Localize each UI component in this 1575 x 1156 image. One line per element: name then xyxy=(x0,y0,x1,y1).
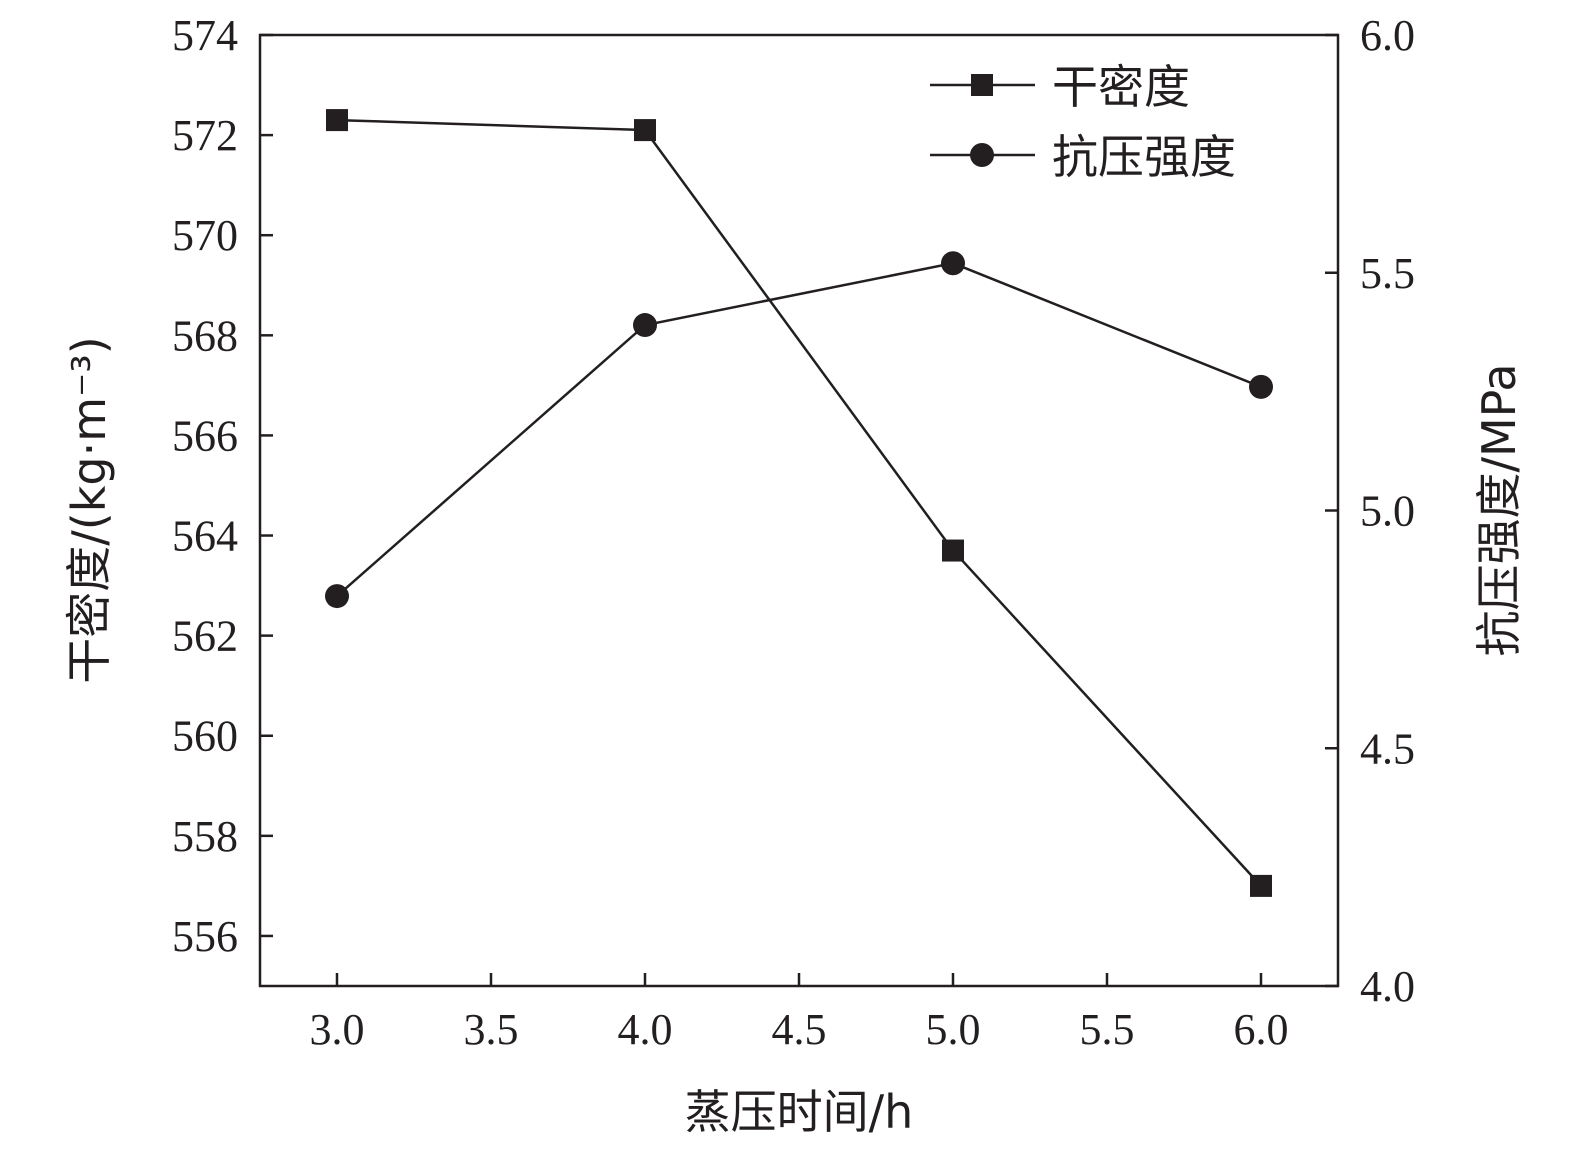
x-tick-label: 3.5 xyxy=(464,1005,519,1054)
y-left-tick-label: 564 xyxy=(172,512,238,561)
data-point-circle xyxy=(633,313,657,338)
y-left-tick-label: 562 xyxy=(172,612,238,661)
x-tick-label: 5.5 xyxy=(1080,1005,1135,1054)
y-right-tick-label: 4.0 xyxy=(1360,962,1415,1011)
x-tick-label: 5.0 xyxy=(926,1005,981,1054)
data-point-circle xyxy=(941,251,965,276)
x-axis-title: 蒸压时间/h xyxy=(685,1085,914,1139)
legend-marker-circle xyxy=(970,143,994,167)
y-left-tick-label: 556 xyxy=(172,912,238,961)
y-right-tick-label: 6.0 xyxy=(1360,11,1415,60)
y-right-tick-label: 4.5 xyxy=(1360,724,1415,773)
legend-marker-square xyxy=(971,74,993,96)
y-left-tick-label: 572 xyxy=(172,111,238,160)
x-tick-label: 4.5 xyxy=(772,1005,827,1054)
data-point-square xyxy=(634,119,656,142)
data-point-square xyxy=(326,109,348,132)
y-left-tick-label: 566 xyxy=(172,411,238,460)
y-left-tick-label: 558 xyxy=(172,812,238,861)
series-line-0 xyxy=(336,118,1262,887)
y-axis-right-title: 抗压强度/MPa xyxy=(1472,363,1526,656)
data-point-circle xyxy=(1249,374,1273,399)
y-right-tick-label: 5.5 xyxy=(1360,249,1415,298)
data-point-square xyxy=(942,539,964,562)
legend-label-density: 干密度 xyxy=(1052,60,1190,114)
y-left-tick-label: 560 xyxy=(172,712,238,761)
y-right-tick-label: 5.0 xyxy=(1360,487,1415,536)
data-point-square xyxy=(1250,874,1272,897)
x-tick-label: 3.0 xyxy=(310,1005,365,1054)
y-axis-left-title: 干密度/(kg·m⁻³) xyxy=(62,336,116,683)
series-line-1 xyxy=(336,261,1262,598)
data-point-circle xyxy=(325,584,349,609)
x-tick-label: 4.0 xyxy=(618,1005,673,1054)
legend: 干密度 抗压强度 xyxy=(930,60,1236,184)
legend-label-strength: 抗压强度 xyxy=(1052,130,1236,184)
axis-ticks: 3.0 3.5 4.0 4.5 5.0 5.5 6.0 556 558 560 562 564 566 5… xyxy=(172,11,1415,1054)
y-left-tick-label: 570 xyxy=(172,211,238,260)
y-left-tick-label: 568 xyxy=(172,311,238,360)
y-left-tick-label: 574 xyxy=(172,11,238,60)
x-tick-label: 6.0 xyxy=(1234,1005,1289,1054)
series-group xyxy=(325,109,1273,897)
